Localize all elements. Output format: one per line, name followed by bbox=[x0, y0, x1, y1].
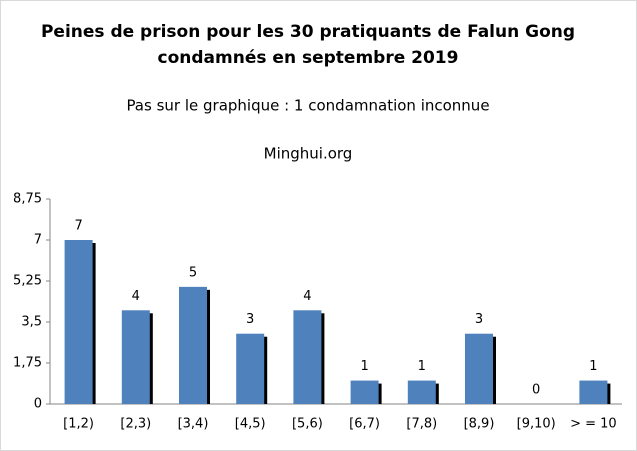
x-tick-label: [6,7) bbox=[349, 417, 380, 432]
annotation: Minghui.org bbox=[264, 145, 353, 163]
y-tick-label: 3,5 bbox=[21, 315, 42, 330]
x-tick-label: [7,8) bbox=[406, 417, 437, 432]
bar bbox=[407, 380, 436, 404]
chart-title: condamnés en septembre 2019 bbox=[158, 48, 459, 68]
value-label: 1 bbox=[418, 359, 426, 374]
bar bbox=[579, 380, 608, 404]
x-tick-label: [2,3) bbox=[120, 417, 151, 432]
bar bbox=[236, 333, 265, 404]
value-label: 3 bbox=[475, 312, 483, 327]
bar bbox=[179, 286, 207, 404]
bar bbox=[121, 310, 150, 404]
value-label: 1 bbox=[589, 359, 597, 374]
bar bbox=[465, 333, 493, 404]
bar bbox=[293, 310, 322, 404]
chart-title: Peines de prison pour les 30 pratiquants… bbox=[41, 22, 575, 42]
value-label: 3 bbox=[246, 312, 254, 327]
bar bbox=[350, 380, 379, 404]
value-label: 5 bbox=[189, 265, 197, 280]
y-tick-label: 8,75 bbox=[13, 192, 42, 207]
value-label: 1 bbox=[360, 359, 368, 374]
value-label: 4 bbox=[132, 289, 140, 304]
y-tick-label: 5,25 bbox=[13, 274, 42, 289]
x-tick-label: [9,10) bbox=[517, 417, 556, 432]
value-label: 4 bbox=[303, 289, 311, 304]
y-tick-label: 0 bbox=[34, 397, 42, 412]
y-tick-label: 1,75 bbox=[13, 356, 42, 371]
x-tick-label: [4,5) bbox=[235, 417, 266, 432]
y-tick-label: 7 bbox=[34, 233, 42, 248]
x-tick-label: [5,6) bbox=[292, 417, 323, 432]
x-tick-label: [8,9) bbox=[464, 417, 495, 432]
bar bbox=[64, 240, 93, 404]
x-tick-label: > = 10 bbox=[570, 417, 617, 432]
x-tick-label: [1,2) bbox=[63, 417, 94, 432]
value-label: 7 bbox=[74, 219, 82, 234]
value-label: 0 bbox=[532, 383, 540, 398]
chart-subtitle: Pas sur le graphique : 1 condamnation in… bbox=[126, 97, 489, 115]
x-tick-label: [3,4) bbox=[178, 417, 209, 432]
